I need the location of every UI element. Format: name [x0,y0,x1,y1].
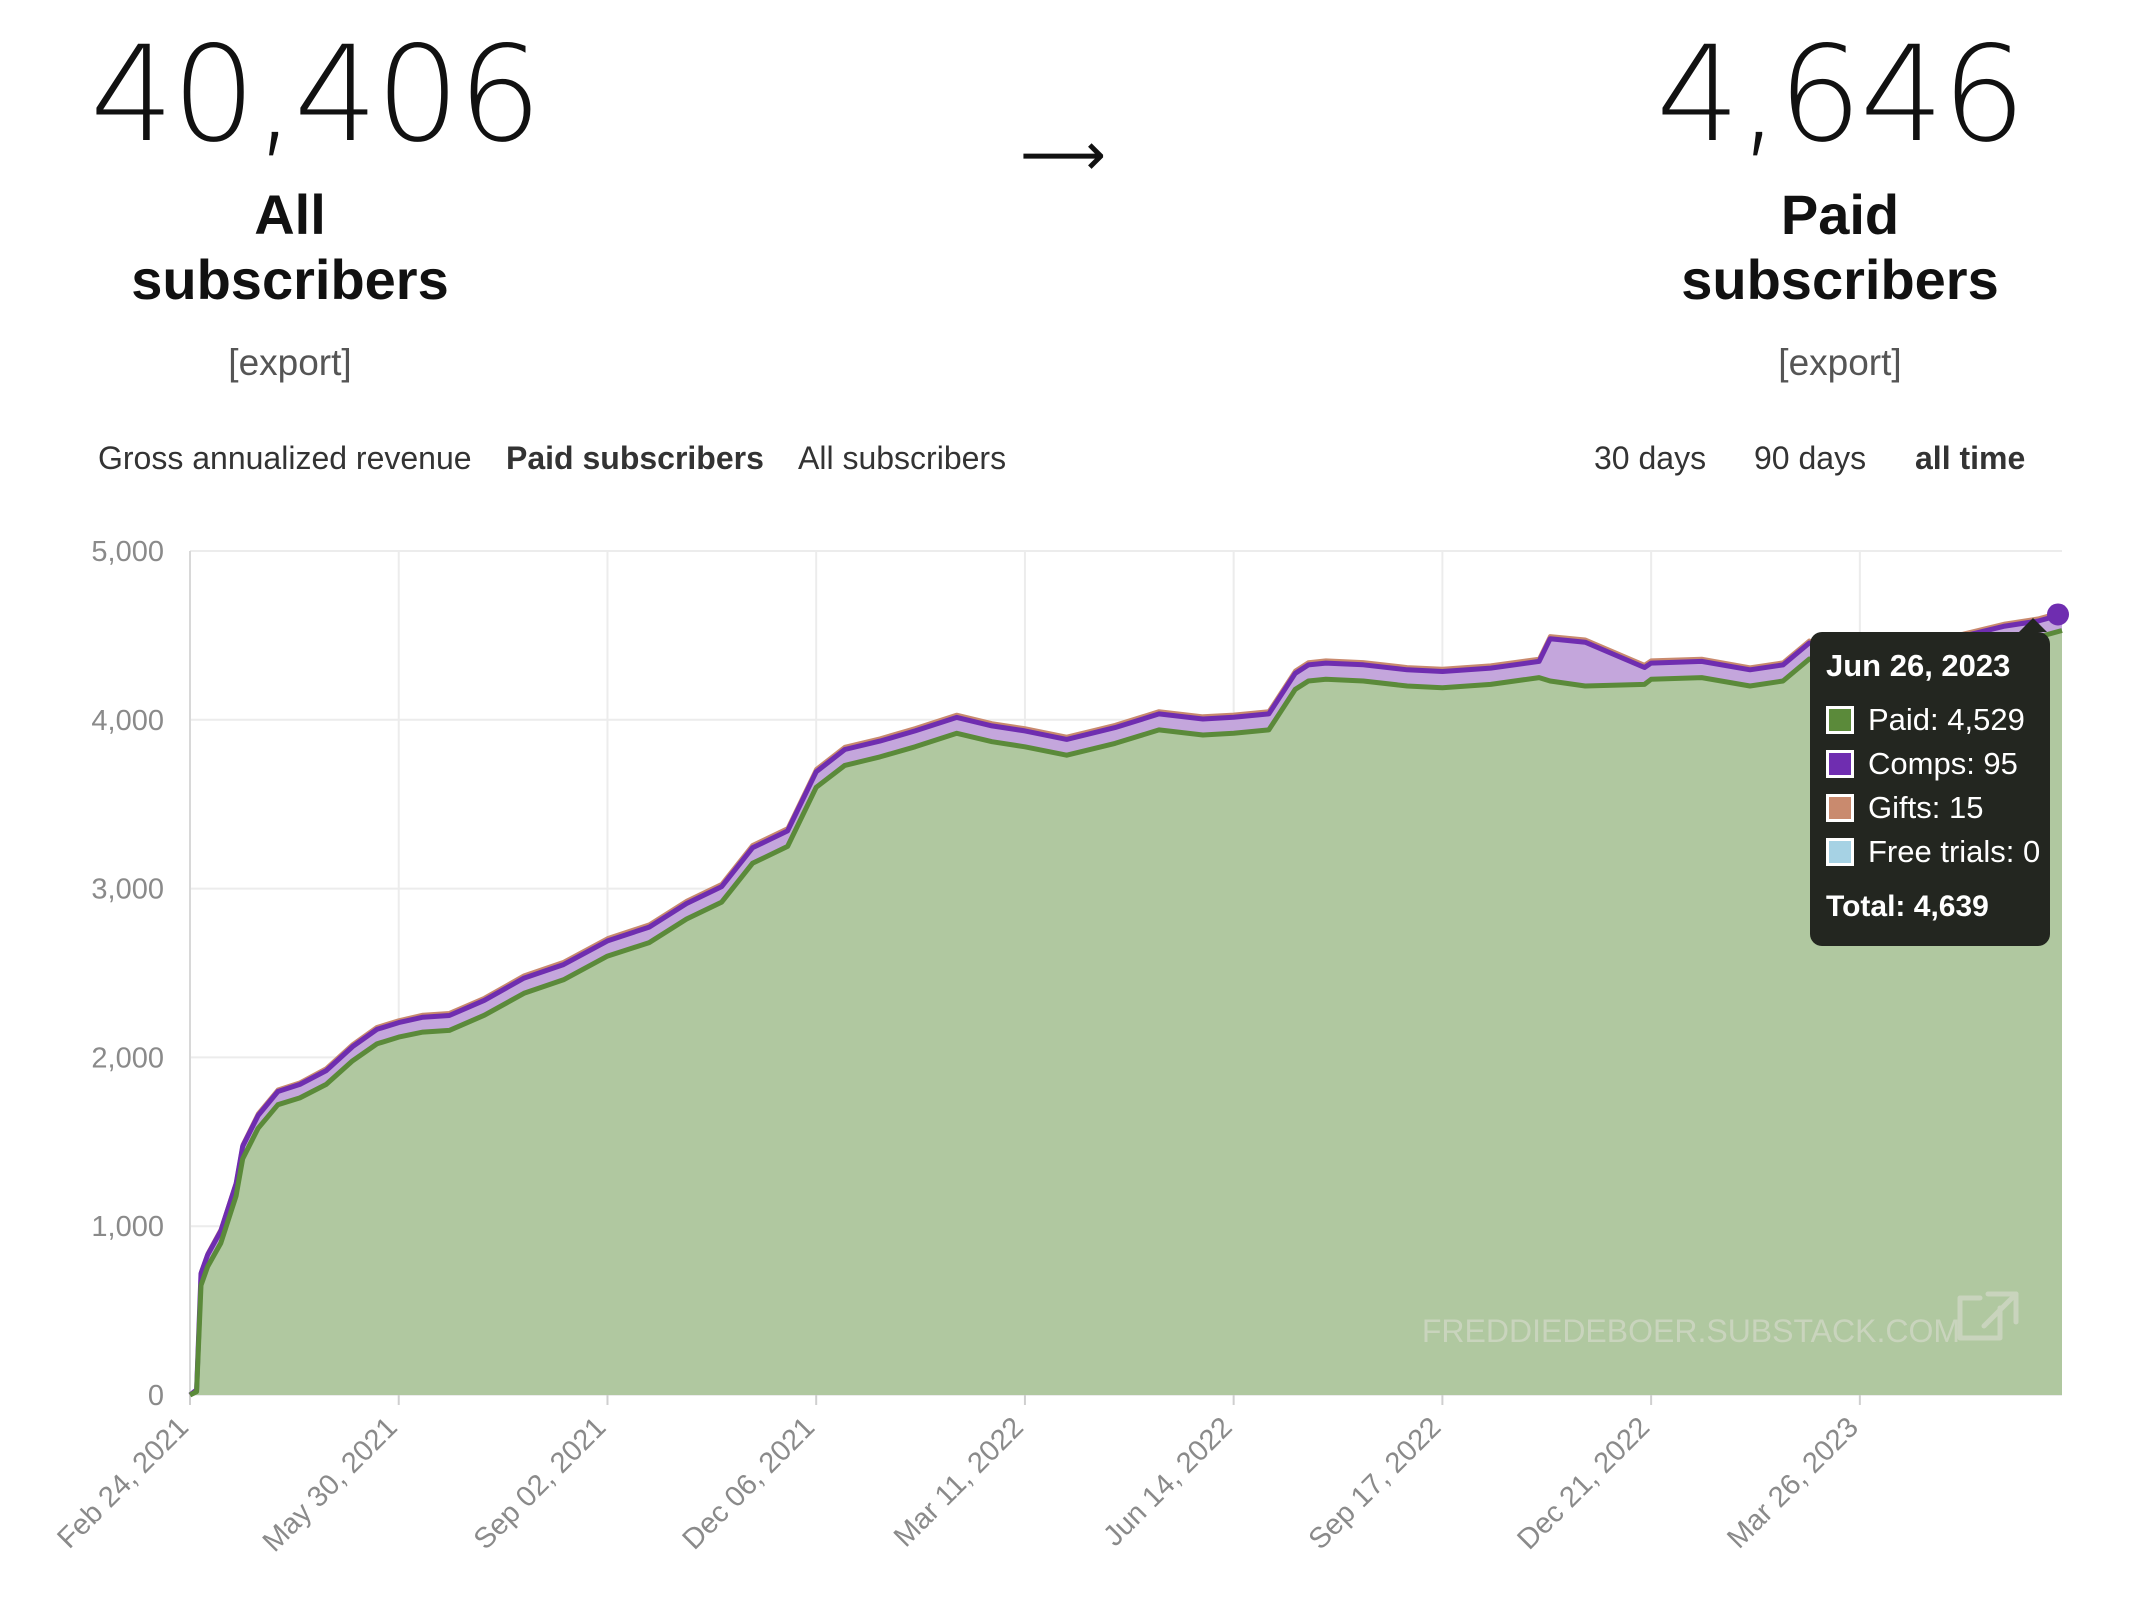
tooltip-free-trials-text: Free trials: 0 [1868,834,2041,869]
paid-subscribers-label: Paid subscribers [1681,183,1999,311]
paid-subscribers-export-link[interactable]: [export] [1778,342,1902,383]
y-tick-label: 4,000 [91,705,164,737]
tab-all-subscribers[interactable]: All subscribers [798,440,1007,476]
tab-paid-subscribers[interactable]: Paid subscribers [506,440,764,476]
watermark-text: FREDDIEDEBOER.SUBSTACK.COM [1422,1313,1960,1349]
x-tick-label: Feb 24, 2021 [51,1411,194,1554]
x-tick-label: Dec 06, 2021 [677,1411,822,1556]
x-tick-label: Dec 21, 2022 [1511,1411,1656,1556]
arrow-right-icon: ⟶ [1020,121,1107,188]
all-subscribers-count: 40,406 [90,18,542,172]
all-subscribers-export-link[interactable]: [export] [228,342,352,383]
comps-swatch [1826,750,1854,778]
tooltip-total: Total: 4,639 [1826,890,1989,923]
y-tick-label: 1,000 [91,1211,164,1243]
tab-gross-annualized-revenue[interactable]: Gross annualized revenue [98,440,472,476]
paid-subscribers-count: 4,646 [1656,18,2026,172]
tooltip-gifts-text: Gifts: 15 [1868,790,1984,825]
range-tab-90-days[interactable]: 90 days [1754,440,1867,476]
range-tab-all-time[interactable]: all time [1915,440,2026,476]
chart-tooltip: Jun 26, 2023 Paid: 4,529 Comps: 95 Gifts… [1810,618,2050,946]
all-subscribers-label: All subscribers [131,183,449,311]
tooltip-row-paid: Paid: 4,529 [1826,702,2025,738]
external-link-icon [1957,1291,2019,1341]
y-tick-label: 5,000 [91,536,164,568]
x-tick-label: Jun 14, 2022 [1097,1411,1238,1552]
gifts-swatch [1826,794,1854,822]
y-tick-label: 2,000 [91,1042,164,1074]
tooltip-comps-text: Comps: 95 [1868,746,2018,781]
tooltip-caret [2019,618,2047,632]
x-tick-label: Mar 26, 2023 [1721,1411,1864,1554]
x-tick-label: Mar 11, 2022 [888,1411,1030,1553]
x-tick-label: May 30, 2021 [257,1411,404,1558]
tooltip-row-comps: Comps: 95 [1826,746,2018,782]
hover-point-marker [2047,603,2069,626]
y-tick-label: 3,000 [91,874,164,906]
paid-line [188,628,2063,1398]
range-tab-30-days[interactable]: 30 days [1594,440,1707,476]
paid-swatch [1826,706,1854,734]
all-subscribers-stat: 40,406 All subscribers [export] [90,18,542,384]
tooltip-row-gifts: Gifts: 15 [1826,790,1983,826]
tooltip-row-free-trials: Free trials: 0 [1826,834,2040,870]
x-tick-label: Sep 17, 2022 [1303,1411,1448,1556]
comps-line [188,612,2063,1397]
paid-area [190,630,2062,1395]
paid-subscribers-stat: 4,646 Paid subscribers [export] [1620,20,2060,384]
free-trials-swatch [1826,838,1854,866]
tooltip-date: Jun 26, 2023 [1826,648,2011,683]
tooltip-paid-text: Paid: 4,529 [1868,702,2025,737]
x-tick-label: Sep 02, 2021 [468,1411,613,1556]
y-tick-label: 0 [148,1380,164,1412]
